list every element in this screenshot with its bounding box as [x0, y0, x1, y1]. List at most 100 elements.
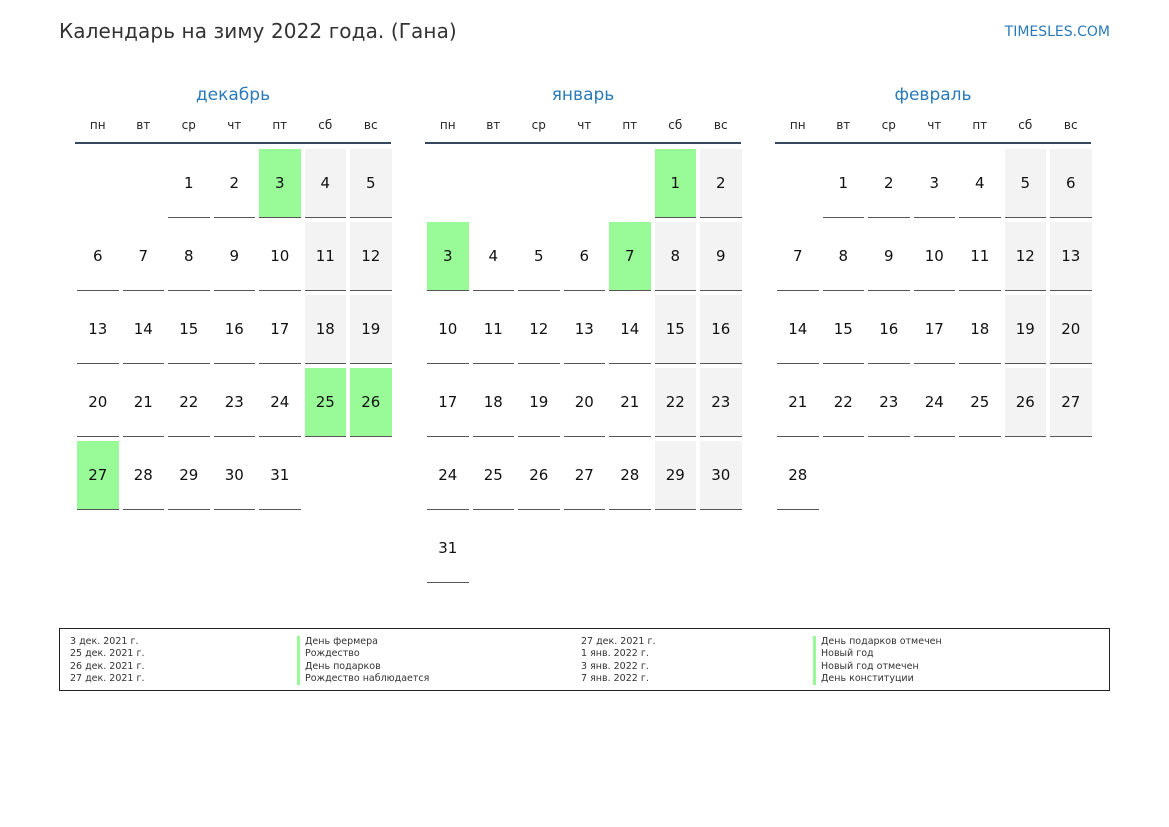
day-cell: 16	[213, 295, 255, 364]
weekday-label: пт	[972, 118, 988, 132]
holiday-day-cell: 26	[350, 368, 392, 437]
holiday-day-cell: 3	[259, 149, 301, 218]
day-cell: 23	[868, 368, 910, 437]
month-title: февраль	[894, 85, 972, 105]
month-title: декабрь	[195, 85, 271, 105]
weekday-header: пн вт ср чт пт сб вс	[425, 116, 741, 144]
day-cell: 4	[304, 149, 346, 218]
day-cell: 6	[77, 222, 119, 291]
day-cell: 12	[518, 295, 560, 364]
month-title: январь	[551, 85, 615, 105]
legend-date: 25 дек. 2021 г.	[70, 648, 145, 660]
day-cell: 19	[518, 368, 560, 437]
day-cell: 11	[959, 222, 1001, 291]
legend-dates-col-2: 27 дек. 2021 г. 1 янв. 2022 г. 3 янв. 2022…	[581, 636, 656, 685]
weekday-label: вт	[136, 118, 151, 132]
legend-names-col-1: День фермера Рождество День подарков Рождес…	[297, 636, 429, 686]
day-cell: 15	[654, 295, 696, 364]
day-cell: 13	[77, 295, 119, 364]
legend-holiday-name: Рождество	[297, 648, 429, 661]
day-cell: 28	[609, 441, 651, 510]
day-cell: 24	[427, 441, 469, 510]
empty-cell	[564, 149, 606, 217]
day-cell: 19	[1004, 295, 1046, 364]
day-cell: 2	[213, 149, 255, 218]
day-cell: 8	[654, 222, 696, 291]
empty-cell	[77, 149, 119, 217]
day-cell: 13	[1050, 222, 1092, 291]
weekday-label: пн	[89, 118, 106, 132]
days-grid: 1 2 3 4 5 6 7 8 9 10 11 12 13 14 15 16 17 18 19 20 21 22 23 24 2…	[75, 149, 392, 514]
holiday-day-cell: 27	[77, 441, 119, 510]
weekday-label: вс	[363, 118, 378, 132]
legend-date: 3 янв. 2022 г.	[581, 660, 649, 672]
day-cell: 31	[427, 514, 469, 583]
day-cell: 22	[822, 368, 864, 437]
day-cell: 29	[168, 441, 210, 510]
weekday-label: сб	[318, 118, 333, 132]
site-link[interactable]: TIMESLES.COM	[1004, 24, 1110, 40]
day-cell: 20	[1050, 295, 1092, 364]
days-grid: 1 2 3 4 5 6 7 8 9 10 11 12 13 14 15 16 17 18 19 20 21 22 23 24 2…	[775, 149, 1092, 514]
days-grid: 1 2 3 4 5 6 7 8 9 10 11 12 13 14 15 16 17 18 19 20 21 22 23 24 2…	[425, 149, 742, 587]
day-cell: 4	[472, 222, 514, 291]
day-cell: 10	[913, 222, 955, 291]
weekday-label: вт	[836, 118, 851, 132]
day-cell: 17	[259, 295, 301, 364]
empty-cell	[777, 149, 819, 217]
weekday-label: пт	[272, 118, 288, 132]
weekday-label: ср	[881, 118, 896, 132]
month-january: январь пн вт ср чт пт сб вс 1 2 3 4 5 6 7 8 9 10 11 12 13 1…	[425, 82, 742, 587]
day-cell: 18	[472, 368, 514, 437]
day-cell: 3	[913, 149, 955, 218]
day-cell: 9	[868, 222, 910, 291]
day-cell: 9	[700, 222, 742, 291]
day-cell: 31	[259, 441, 301, 510]
day-cell: 9	[213, 222, 255, 291]
day-cell: 27	[1050, 368, 1092, 437]
day-cell: 14	[122, 295, 164, 364]
weekday-label: ср	[181, 118, 196, 132]
day-cell: 29	[654, 441, 696, 510]
legend-date: 26 дек. 2021 г.	[70, 660, 145, 672]
day-cell: 23	[700, 368, 742, 437]
weekday-label: вс	[1063, 118, 1078, 132]
day-cell: 5	[1004, 149, 1046, 218]
day-cell: 30	[213, 441, 255, 510]
day-cell: 10	[427, 295, 469, 364]
day-cell: 6	[1050, 149, 1092, 218]
legend-date: 27 дек. 2021 г.	[581, 636, 656, 647]
day-cell: 13	[563, 295, 605, 364]
weekday-label: ср	[531, 118, 546, 132]
day-cell: 12	[350, 222, 392, 291]
weekday-label: чт	[577, 118, 592, 132]
weekday-label: пн	[789, 118, 806, 132]
day-cell: 7	[122, 222, 164, 291]
day-cell: 7	[777, 222, 819, 291]
legend-dates-col-1: 3 дек. 2021 г. 25 дек. 2021 г. 26 дек. 202…	[70, 636, 145, 685]
day-cell: 12	[1004, 222, 1046, 291]
empty-cell	[473, 149, 515, 217]
day-cell: 2	[868, 149, 910, 218]
empty-cell	[518, 149, 560, 217]
day-cell: 6	[563, 222, 605, 291]
weekday-header: пн вт ср чт пт сб вс	[775, 116, 1091, 144]
day-cell: 21	[777, 368, 819, 437]
weekday-label: пт	[622, 118, 638, 132]
empty-cell	[123, 149, 165, 217]
weekday-label: чт	[227, 118, 242, 132]
weekday-label: сб	[668, 118, 683, 132]
day-cell: 15	[822, 295, 864, 364]
legend-date: 3 дек. 2021 г.	[70, 636, 139, 647]
day-cell: 17	[427, 368, 469, 437]
day-cell: 5	[518, 222, 560, 291]
holiday-day-cell: 7	[609, 222, 651, 291]
day-cell: 14	[777, 295, 819, 364]
day-cell: 22	[168, 368, 210, 437]
day-cell: 26	[518, 441, 560, 510]
legend-holiday-name: Новый год	[813, 648, 942, 661]
weekday-label: пн	[439, 118, 456, 132]
legend-holiday-name: Рождество наблюдается	[297, 672, 429, 686]
legend-date: 27 дек. 2021 г.	[70, 672, 145, 684]
weekday-label: вт	[486, 118, 501, 132]
